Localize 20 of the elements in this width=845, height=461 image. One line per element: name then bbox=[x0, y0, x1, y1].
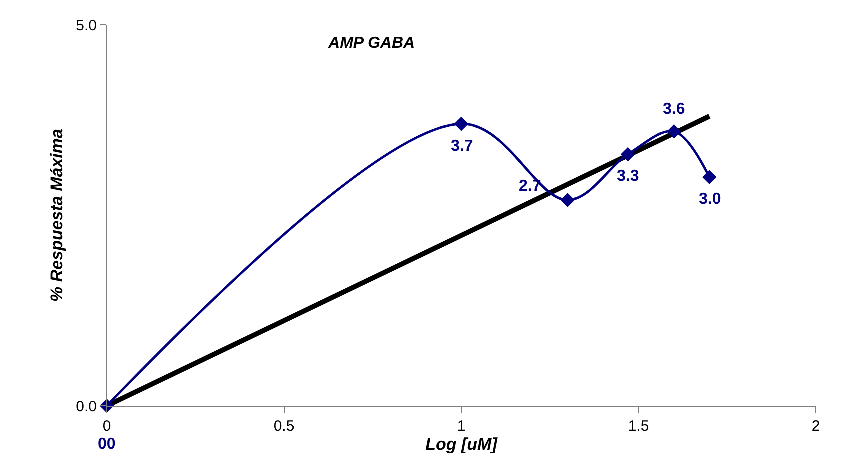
x-tick-label: 2 bbox=[812, 418, 820, 435]
point bbox=[702, 170, 717, 185]
y-tick-label: 5.0 bbox=[76, 17, 97, 34]
data-label: 3.3 bbox=[617, 168, 640, 185]
x-tick-label: 1.5 bbox=[628, 418, 650, 435]
point bbox=[560, 193, 575, 208]
point bbox=[454, 116, 469, 132]
data-label: 3.6 bbox=[663, 101, 686, 118]
y-tick-label: 0.0 bbox=[76, 398, 97, 416]
x-axis-title: Log [uM] bbox=[426, 435, 499, 454]
data-label: 00 bbox=[98, 436, 116, 453]
point bbox=[620, 147, 636, 162]
y-axis-title: % Respuesta Máxima bbox=[48, 129, 67, 302]
data-label: 3.0 bbox=[699, 191, 722, 208]
point bbox=[667, 124, 682, 139]
x-tick-label: 0 bbox=[102, 418, 112, 435]
data-label: 3.7 bbox=[451, 138, 474, 155]
x-tick-label: 0.5 bbox=[274, 418, 295, 435]
x-tick-label: 1 bbox=[457, 418, 466, 435]
text: AMP GABA bbox=[328, 35, 416, 52]
